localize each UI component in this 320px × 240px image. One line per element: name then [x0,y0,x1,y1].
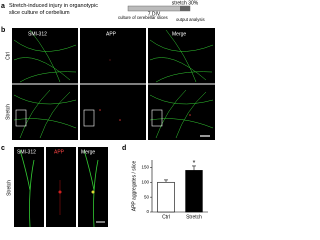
x-tick-label: Stretch [186,214,202,220]
timeline-duration: 7 DIV [148,11,161,17]
timeline-end: output analysis [176,17,205,22]
bar [157,181,175,213]
panel-label: a [1,3,5,10]
row-label: Ctrl [5,52,11,60]
figure-graphics: a 7 DIV stretch 30% culture of cerebella… [1,0,215,228]
micrographs [12,28,215,140]
row-label: Stretch [5,104,11,120]
y-tick-label: 50 [144,194,150,199]
column-label: SMI-312 [28,31,47,37]
annotation: * [193,160,196,167]
y-tick-label: 100 [141,179,149,184]
panel-label: b [1,27,5,34]
row-label: Stretch [6,180,12,196]
y-tick-label: 0 [146,209,149,214]
timeline-start: culture of cerebellar slices [118,15,168,20]
column-label: SMI-312 [17,149,36,155]
column-label: Merge [172,31,186,37]
x-tick-label: Ctrl [162,214,170,220]
bar [185,170,203,213]
timeline-stretch [180,6,190,11]
panel-title: Stretch-induced injury in organotypic sl… [9,3,98,16]
timeline-event: stretch 30% [172,0,199,6]
panel-label: c [1,145,5,152]
column-label: APP [106,31,117,37]
figure: a 7 DIV stretch 30% culture of cerebella… [1,0,215,228]
column-label: Merge [81,149,95,155]
micrographs [14,147,108,228]
y-tick-label: 150 [141,165,149,170]
column-label: APP [54,149,65,155]
y-axis-label: APP aggregates / slice [131,161,137,212]
panel-label: d [122,145,126,152]
